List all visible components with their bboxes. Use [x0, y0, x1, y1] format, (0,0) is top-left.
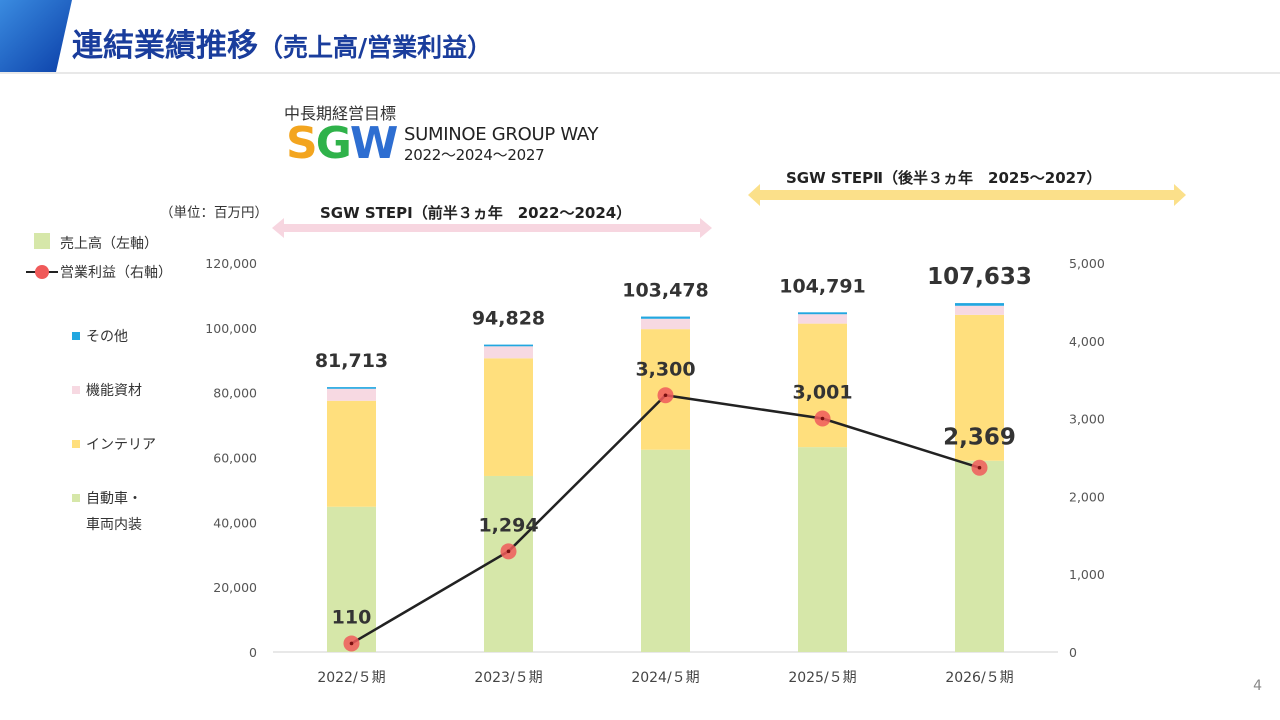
bar-functional	[641, 318, 690, 330]
legend-auto-label-1: 自動車・	[86, 491, 142, 507]
sgw-name: SUMINOE GROUP WAY	[404, 124, 599, 145]
bar-automotive	[955, 460, 1004, 652]
y-left-tick-label: 80,000	[213, 386, 257, 401]
legend-interior-label: インテリア	[86, 437, 156, 453]
legend-sales-label: 売上高（左軸）	[60, 236, 158, 252]
profit-marker-dot	[349, 641, 354, 646]
legend-other-swatch	[72, 332, 80, 340]
y-left-tick-label: 20,000	[213, 580, 257, 595]
x-tick-label: 2025/５期	[788, 670, 856, 686]
bar-interior	[955, 314, 1004, 461]
legend-profit-label: 営業利益（右軸）	[60, 265, 172, 281]
y-right-tick-label: 5,000	[1069, 256, 1105, 271]
bar-other	[484, 344, 533, 347]
bar-total-label: 104,791	[779, 275, 866, 297]
legend-other-label: その他	[86, 329, 128, 345]
y-left-tick-label: 100,000	[205, 321, 257, 336]
bar-other	[641, 316, 690, 319]
bar-other	[327, 387, 376, 389]
y-right-tick-label: 3,000	[1069, 412, 1105, 427]
x-tick-label: 2024/５期	[631, 670, 699, 686]
bar-interior	[798, 323, 847, 448]
y-left-tick-label: 60,000	[213, 451, 257, 466]
bar-total-label: 94,828	[472, 308, 545, 330]
profit-marker-dot	[506, 549, 511, 554]
page-title: 連結業績推移 （売上高/営業利益）	[72, 20, 492, 70]
legend-profit-marker-icon	[26, 265, 58, 279]
y-left-tick-label: 120,000	[205, 256, 257, 271]
step2-label: SGW STEPⅡ（後半３ヵ年 2025～2027）	[786, 169, 1102, 187]
sgw-years: 2022～2024～2027	[404, 146, 545, 164]
bar-total-label: 103,478	[622, 280, 709, 302]
corner-accent	[0, 0, 72, 72]
unit-label: （単位：百万円）	[160, 205, 268, 221]
profit-marker-dot	[663, 393, 668, 398]
bar-automotive	[641, 449, 690, 652]
y-right-tick-label: 1,000	[1069, 567, 1105, 582]
bar-other	[955, 303, 1004, 306]
page-number: 4	[1253, 678, 1262, 694]
title-sub: （売上高/営業利益）	[258, 33, 493, 62]
legend-sales-swatch	[34, 233, 50, 249]
step2-arrow	[748, 184, 1186, 206]
profit-marker-dot	[977, 465, 982, 470]
x-tick-label: 2023/５期	[474, 670, 542, 686]
legend-auto-swatch	[72, 494, 80, 502]
profit-value-label: 1,294	[478, 514, 538, 536]
sgw-name-block: SUMINOE GROUP WAY 2022～2024～2027	[404, 124, 598, 166]
x-tick-label: 2022/５期	[317, 670, 385, 686]
profit-value-label: 3,300	[635, 358, 695, 380]
profit-value-label: 2,369	[943, 425, 1016, 451]
title-divider	[0, 72, 1280, 74]
bar-automotive	[484, 475, 533, 652]
step1-arrow	[272, 218, 712, 238]
y-left-tick-label: 0	[249, 645, 257, 660]
bar-interior	[327, 400, 376, 507]
profit-marker-dot	[820, 416, 825, 421]
sgw-goal-label: 中長期経営目標	[284, 104, 397, 123]
step1-label: SGW STEPⅠ（前半３ヵ年 2022～2024）	[320, 204, 632, 222]
y-right-tick-label: 2,000	[1069, 489, 1105, 504]
y-left-tick-label: 40,000	[213, 515, 257, 530]
bar-automotive	[327, 506, 376, 652]
y-right-tick-label: 4,000	[1069, 334, 1105, 349]
profit-value-label: 3,001	[792, 382, 852, 404]
bar-functional	[484, 346, 533, 359]
legend-functional-swatch	[72, 386, 80, 394]
profit-value-label: 110	[332, 606, 372, 628]
legend-interior-swatch	[72, 440, 80, 448]
bar-total-label: 81,713	[315, 350, 388, 372]
bar-interior	[484, 358, 533, 476]
x-tick-label: 2026/５期	[945, 670, 1013, 686]
bar-functional	[327, 388, 376, 401]
bar-other	[798, 312, 847, 315]
y-right-tick-label: 0	[1069, 645, 1077, 660]
bar-total-label: 107,633	[927, 264, 1032, 290]
bar-functional	[955, 305, 1004, 315]
bar-automotive	[798, 447, 847, 652]
legend-auto-label-2: 車両内装	[86, 517, 142, 533]
title-main: 連結業績推移	[72, 28, 258, 64]
legend-functional-label: 機能資材	[86, 383, 142, 399]
bar-functional	[798, 314, 847, 324]
